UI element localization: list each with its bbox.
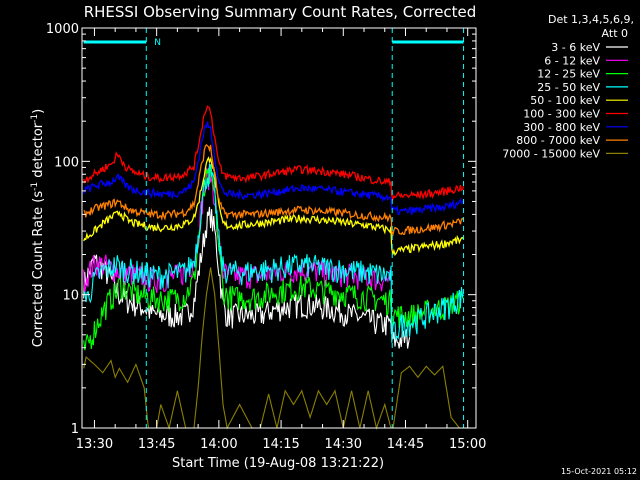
series-line-300to800keV [83, 121, 465, 216]
axes: N 13:30 13:45 14:00 14:15 14:30 14:45 15:00 1 10 1… [46, 22, 487, 452]
legend-label: 12 - 25 keV [537, 68, 600, 81]
legend-label: 6 - 12 keV [544, 54, 600, 67]
x-tick-label: 13:30 [76, 437, 113, 452]
x-tick-label: 14:30 [325, 437, 362, 452]
y-tick-label: 1 [71, 422, 79, 437]
y-axis-label-mid: detector [31, 122, 46, 182]
y-axis-label-main: Corrected Count Rate (s [31, 191, 46, 348]
legend-label: 800 - 7000 keV [516, 134, 600, 147]
flag-label: N [154, 38, 161, 48]
series-line-6to12keV [83, 163, 392, 294]
y-tick-label: 10 [62, 289, 79, 304]
legend-label: 7000 - 15000 keV [502, 147, 600, 160]
y-axis-label-end: ) [31, 109, 46, 114]
series-line-100to300keV [83, 105, 465, 202]
series-line-800to7000keV [83, 143, 465, 237]
legend-label: 300 - 800 keV [523, 121, 600, 134]
series-line-50to100keV [83, 156, 465, 257]
legend-label: 25 - 50 keV [537, 81, 600, 94]
legend-header-detectors: Det 1,3,4,5,6,9, [548, 13, 634, 26]
legend-label: 100 - 300 keV [523, 108, 600, 121]
x-tick-label: 13:45 [138, 437, 175, 452]
y-axis-label-sup1: -1 [30, 182, 40, 191]
series-line-25to50keV [83, 163, 465, 343]
footer-timestamp: 15-Oct-2021 05:12 [561, 467, 637, 476]
x-tick-label: 14:45 [387, 437, 424, 452]
x-tick-label: 15:00 [449, 437, 486, 452]
legend-label: 3 - 6 keV [551, 41, 600, 54]
legend-header-attenuator: Att 0 [602, 27, 628, 40]
legend-label: 50 - 100 keV [530, 94, 600, 107]
y-tick-label: 1000 [46, 22, 79, 37]
series-line-7000to15000keV [83, 267, 464, 431]
x-tick-label: 14:15 [262, 437, 299, 452]
y-tick-label: 100 [54, 155, 79, 170]
chart-title: RHESSI Observing Summary Count Rates, Co… [84, 3, 477, 21]
x-axis-label: Start Time (19-Aug-08 13:21:22) [172, 456, 384, 471]
series-line-12to25keV [83, 164, 465, 351]
x-tick-label: 14:00 [200, 437, 237, 452]
y-axis-label: Corrected Count Rate (s-1 detector-1) [30, 109, 46, 347]
y-axis-label-sup2: -1 [30, 114, 40, 123]
plot-area [83, 105, 465, 431]
plot-frame [81, 27, 477, 429]
